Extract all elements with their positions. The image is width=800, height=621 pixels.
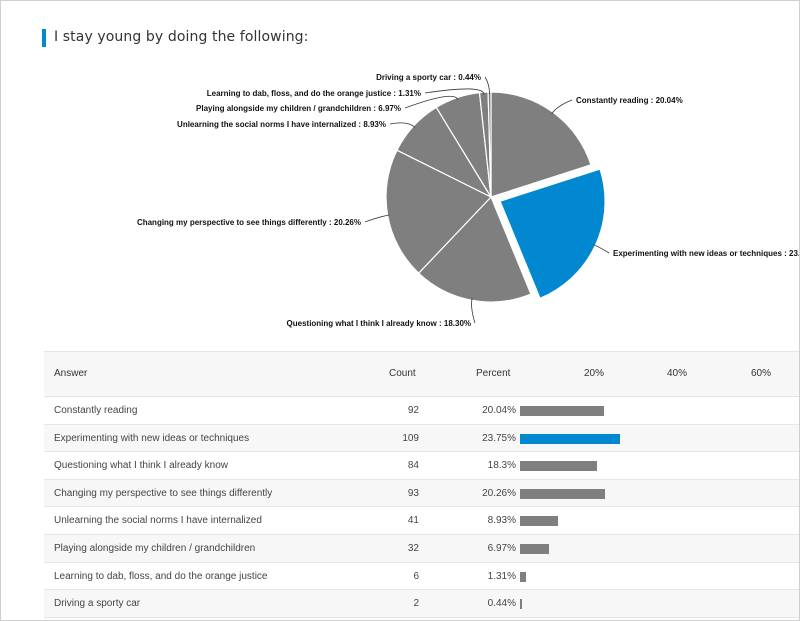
row-count: 2 bbox=[413, 598, 419, 610]
pie-label: Driving a sporty car : 0.44% bbox=[376, 73, 481, 82]
pie-label: Changing my perspective to see things di… bbox=[137, 218, 361, 227]
pie-leader-line bbox=[364, 214, 390, 223]
table-row: Learning to dab, floss, and do the orang… bbox=[44, 563, 799, 591]
pie-chart: Constantly reading : 20.04% Experimenting… bbox=[137, 73, 800, 328]
row-bar bbox=[520, 516, 558, 527]
row-percent: 6.97% bbox=[487, 542, 516, 554]
row-bar bbox=[520, 599, 522, 610]
table-row: Experimenting with new ideas or techniqu… bbox=[44, 424, 799, 453]
row-percent: 20.26% bbox=[482, 487, 516, 499]
row-percent: 23.75% bbox=[482, 432, 516, 444]
pie-leader-line bbox=[404, 95, 459, 109]
row-percent: 1.31% bbox=[487, 570, 516, 582]
pie-leader-line bbox=[389, 122, 416, 128]
pie-label: Learning to dab, floss, and do the orang… bbox=[207, 89, 421, 98]
row-answer: Constantly reading bbox=[54, 405, 138, 416]
pie-leader-line bbox=[593, 244, 610, 254]
row-count: 93 bbox=[407, 487, 419, 499]
pie-leader-line bbox=[424, 88, 485, 95]
row-count: 32 bbox=[407, 542, 419, 554]
row-answer: Playing alongside my children / grandchi… bbox=[54, 542, 256, 554]
row-answer: Changing my perspective to see things di… bbox=[54, 487, 273, 499]
table-row: Driving a sporty car 2 0.44% bbox=[44, 590, 799, 618]
row-count: 84 bbox=[407, 460, 419, 472]
header-tick-60: 60% bbox=[751, 368, 772, 379]
header-answer: Answer bbox=[54, 368, 88, 379]
row-percent: 20.04% bbox=[482, 405, 516, 416]
table-body: Constantly reading 92 20.04% Experimenting … bbox=[44, 397, 799, 618]
row-answer: Experimenting with new ideas or techniqu… bbox=[54, 432, 250, 444]
row-bar bbox=[520, 461, 597, 472]
table-row: Constantly reading 92 20.04% bbox=[44, 397, 799, 425]
header-tick-40: 40% bbox=[667, 368, 688, 379]
title-accent-bar bbox=[42, 29, 46, 47]
table-row: Questioning what I think I already know 8… bbox=[44, 452, 799, 480]
results-table: Answer Count Percent 20% 40% 60% Constan… bbox=[44, 351, 799, 618]
row-bar bbox=[520, 433, 620, 444]
row-bar bbox=[520, 571, 526, 582]
row-answer: Questioning what I think I already know bbox=[54, 460, 228, 472]
header-count: Count bbox=[389, 368, 416, 379]
row-count: 109 bbox=[402, 432, 419, 444]
row-percent: 18.3% bbox=[487, 460, 516, 472]
pie-label: Playing alongside my children / grandchi… bbox=[196, 104, 401, 113]
pie-leader-line bbox=[484, 76, 490, 95]
header-percent: Percent bbox=[476, 368, 511, 379]
pie-label: Constantly reading : 20.04% bbox=[576, 96, 683, 105]
pie-leader-line bbox=[471, 298, 476, 324]
pie-label: Questioning what I think I already know … bbox=[287, 319, 471, 328]
row-bar bbox=[520, 543, 550, 554]
question-title: I stay young by doing the following: bbox=[54, 29, 309, 45]
row-bar bbox=[520, 488, 606, 499]
row-count: 92 bbox=[407, 405, 419, 416]
row-count: 6 bbox=[413, 570, 419, 582]
row-answer: Driving a sporty car bbox=[54, 598, 141, 610]
row-answer: Learning to dab, floss, and do the orang… bbox=[54, 570, 268, 582]
row-bar bbox=[520, 406, 605, 416]
header-tick-20: 20% bbox=[584, 368, 605, 379]
pie-label: Unlearning the social norms I have inter… bbox=[177, 120, 386, 129]
table-row: Unlearning the social norms I have inter… bbox=[44, 507, 799, 535]
row-answer: Unlearning the social norms I have inter… bbox=[54, 515, 262, 527]
pie-label: Experimenting with new ideas or techniqu… bbox=[613, 249, 800, 258]
table-row: Changing my perspective to see things di… bbox=[44, 479, 799, 508]
table-row: Playing alongside my children / grandchi… bbox=[44, 534, 799, 563]
pie-leader-line bbox=[551, 99, 573, 114]
row-count: 41 bbox=[407, 515, 419, 527]
row-percent: 0.44% bbox=[487, 598, 516, 610]
table-header: Answer Count Percent 20% 40% 60% bbox=[44, 351, 799, 397]
row-percent: 8.93% bbox=[487, 515, 516, 527]
